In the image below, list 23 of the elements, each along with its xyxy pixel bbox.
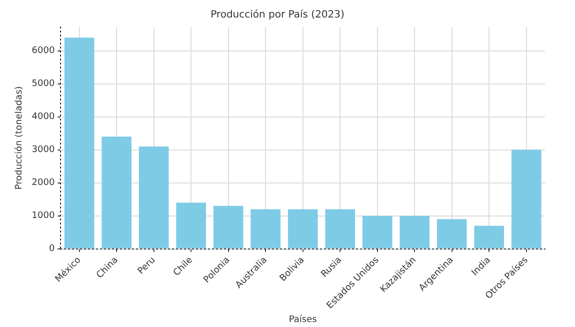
y-axis-title: Producción (toneladas)	[14, 86, 25, 190]
y-tick-label: 6000	[32, 46, 55, 56]
bar	[102, 136, 132, 248]
bar	[474, 226, 504, 248]
bar	[325, 209, 356, 248]
bar	[511, 150, 542, 248]
y-tick-label: 4000	[32, 112, 55, 122]
y-tick-label: 2000	[32, 178, 55, 188]
bar	[436, 219, 467, 248]
bar	[400, 216, 430, 248]
bar	[213, 206, 244, 248]
y-tick-label: 1000	[32, 211, 55, 222]
bar	[250, 209, 280, 248]
bar	[362, 216, 392, 248]
y-tick-label: 5000	[32, 79, 55, 90]
bar	[64, 38, 94, 248]
bar	[288, 209, 318, 248]
y-tick-label: 3000	[32, 145, 55, 156]
bar	[176, 202, 206, 248]
x-axis-title: Países	[288, 314, 318, 325]
bar	[138, 146, 169, 248]
y-tick-label: 0	[48, 244, 55, 254]
chart-title: Producción por País (2023)	[210, 10, 345, 21]
